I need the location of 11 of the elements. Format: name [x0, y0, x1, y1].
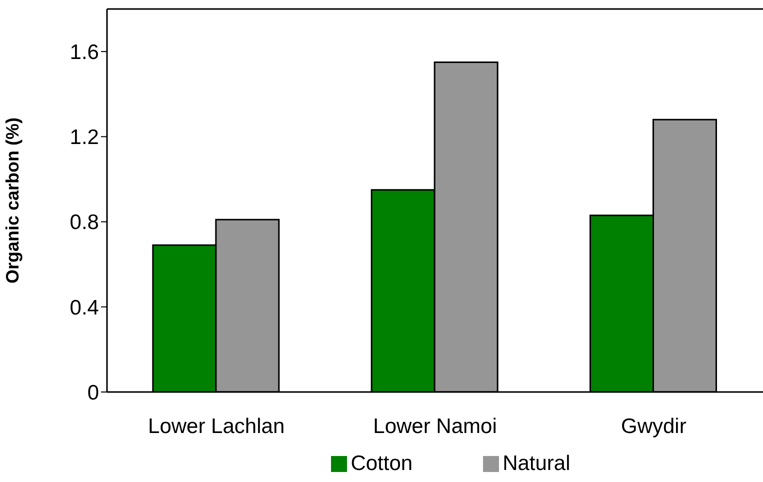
x-tick-label: Lower Namoi — [373, 414, 497, 438]
x-tick-label: Gwydir — [620, 414, 686, 438]
legend-label: Natural — [502, 452, 570, 475]
y-tick-label: 1.2 — [70, 126, 99, 150]
x-tick-label: Lower Lachlan — [148, 414, 285, 438]
y-axis-title: Organic carbon (%) — [2, 117, 22, 284]
y-tick-label: 0 — [87, 381, 99, 404]
y-tick-label: 0.4 — [70, 296, 100, 320]
y-tick-label: 0.8 — [70, 211, 99, 234]
y-tick-label: 1.6 — [70, 41, 99, 64]
legend-label: Cotton — [350, 452, 413, 475]
